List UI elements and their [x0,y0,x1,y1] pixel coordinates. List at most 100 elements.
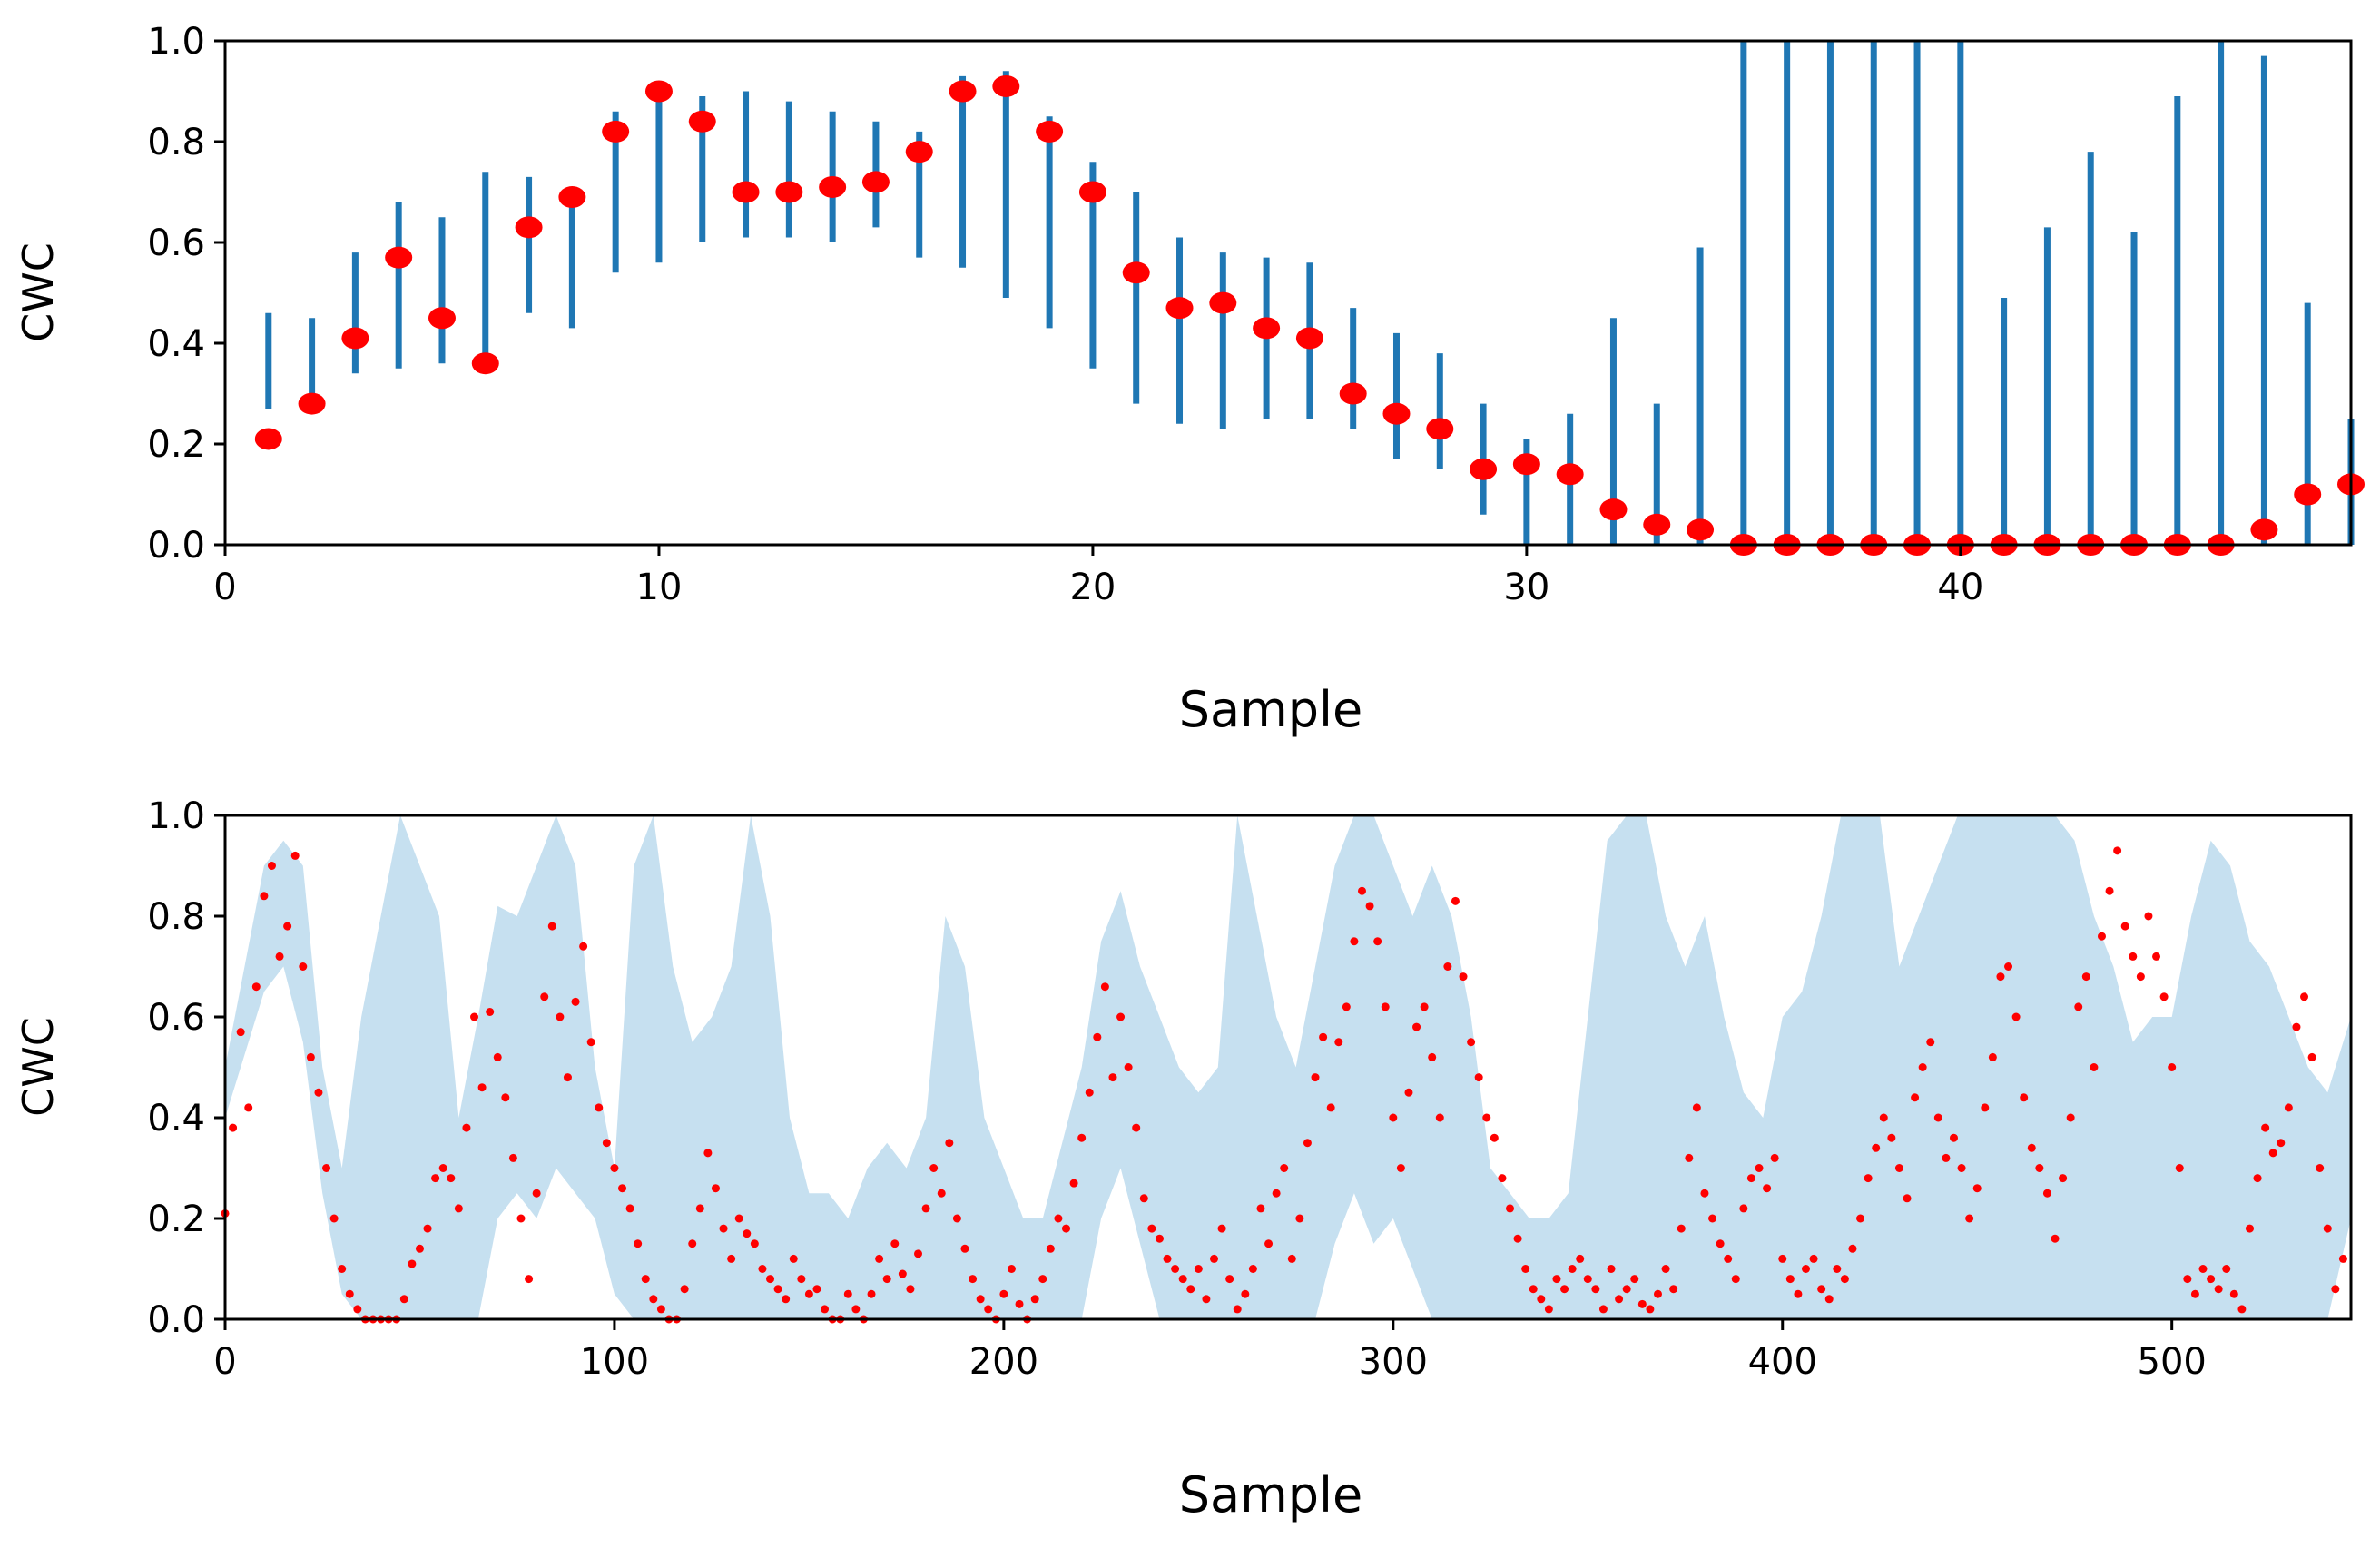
bottom-data-point [1490,1133,1499,1142]
bottom-data-point [999,1289,1008,1298]
top-data-point [1078,181,1106,203]
bottom-data-point [984,1305,993,1314]
bottom-data-point [882,1275,891,1284]
bottom-data-point [1521,1265,1530,1273]
top-data-point [1165,297,1194,320]
bottom-data-point [462,1123,471,1132]
bottom-x-tick-label: 500 [2138,1341,2207,1383]
bottom-data-point [1046,1244,1055,1253]
bottom-data-point [1124,1063,1133,1071]
bottom-data-point [447,1174,456,1183]
bottom-data-point [1163,1254,1172,1263]
bottom-data-point [1840,1275,1849,1284]
bottom-data-point [1373,937,1382,946]
bottom-data-point [2059,1174,2068,1183]
bottom-data-point [1731,1275,1740,1284]
bottom-data-point [563,1073,572,1082]
bottom-data-point [1903,1194,1912,1203]
bottom-data-point [688,1239,697,1248]
bottom-data-point [1630,1275,1639,1284]
bottom-data-point [2113,846,2122,855]
bottom-data-point [1303,1139,1312,1148]
bottom-data-point [2011,1012,2021,1021]
bottom-data-point [508,1153,517,1162]
bottom-data-point [2175,1164,2184,1172]
top-data-point [688,110,716,133]
bottom-data-point [921,1204,930,1213]
top-y-tick-label: 0.8 [147,122,205,163]
bottom-data-point [571,997,580,1006]
bottom-y-tick-label: 0.6 [147,997,205,1039]
bottom-data-point [789,1254,798,1263]
bottom-data-point [1848,1244,1857,1253]
bottom-data-point [969,1275,978,1284]
top-data-point [905,141,933,163]
bottom-data-point [547,922,556,931]
bottom-y-tick-label: 0.0 [147,1299,205,1341]
bottom-chart: 0.0 0.2 0.4 0.6 0.8 1.0 0 100 200 300 400 500 Sampl… [14,795,2353,1524]
top-data-point [949,80,977,103]
bottom-data-point [1685,1153,1694,1162]
top-y-tick-label: 0.6 [147,222,205,264]
bottom-data-point [1404,1088,1413,1097]
bottom-data-point [1311,1073,1320,1082]
top-data-point [1382,402,1411,425]
bottom-data-point [540,992,549,1001]
bottom-data-point [2074,1002,2083,1011]
bottom-data-point [851,1305,861,1314]
bottom-data-point [2307,1052,2316,1061]
bottom-data-point [329,1214,339,1223]
top-data-point [602,120,630,143]
bottom-data-point [680,1285,689,1294]
bottom-data-point [1396,1164,1405,1172]
bottom-data-point [1334,1038,1343,1047]
top-data-point [1470,458,1498,480]
bottom-data-point [556,1012,565,1021]
bottom-data-point [1467,1038,1476,1047]
bottom-data-point [1443,962,1452,971]
bottom-data-point [1591,1285,1600,1294]
bottom-data-point [929,1164,939,1172]
bottom-data-point [945,1139,954,1148]
bottom-data-point [1295,1214,1304,1223]
bottom-data-point [1785,1275,1795,1284]
bottom-data-point [1007,1265,1016,1273]
bottom-data-point [2081,972,2090,982]
bottom-data-point [2152,952,2161,961]
bottom-data-point [711,1184,720,1193]
bottom-data-point [1824,1295,1834,1304]
bottom-data-point [867,1289,876,1298]
top-data-point [861,171,890,193]
bottom-y-axis-title: CWC [14,1017,63,1117]
bottom-data-point [1677,1224,1686,1233]
bottom-data-point [2198,1265,2208,1273]
bottom-data-point [1420,1002,1429,1011]
bottom-data-point [1560,1285,1569,1294]
bottom-data-point [1708,1214,1717,1223]
bottom-data-point [2190,1289,2199,1298]
bottom-data-point [338,1265,347,1273]
bottom-data-point [2229,1289,2238,1298]
bottom-data-point [1933,1113,1942,1122]
bottom-data-point [773,1285,782,1294]
bottom-data-point [1972,1184,1982,1193]
bottom-data-point [306,1052,315,1061]
bottom-data-point [2004,962,2013,971]
bottom-data-point [875,1254,884,1263]
bottom-data-point [1264,1239,1274,1248]
top-data-point [428,307,456,330]
top-y-tick-label: 0.4 [147,323,205,365]
bottom-data-point [758,1265,767,1273]
bottom-plot-frame [223,814,2353,1321]
bottom-data-point [1116,1012,1126,1021]
bottom-data-point [1942,1153,1951,1162]
bottom-data-point [1887,1133,1896,1142]
bottom-data-point [229,1123,238,1132]
bottom-data-point [1965,1214,1974,1223]
bottom-data-point [1428,1052,1437,1061]
bottom-data-point [1833,1265,1842,1273]
bottom-x-tick-label: 200 [969,1341,1038,1383]
bottom-data-point [1085,1088,1094,1097]
top-data-point [1036,120,1064,143]
bottom-y-tick-label: 1.0 [147,795,205,837]
